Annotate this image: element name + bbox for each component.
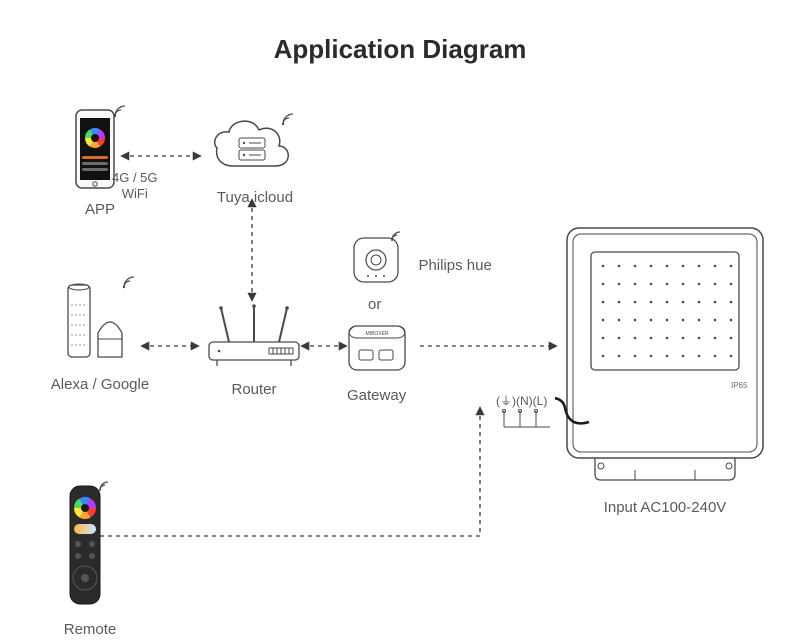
gateway-icon: MIBOXER — [345, 320, 413, 381]
floodlight-icon: IP65 — [555, 218, 775, 493]
label-remote: Remote — [45, 621, 135, 638]
label-light: Input AC100-240V — [555, 499, 775, 516]
hue-bridge-icon — [348, 230, 408, 295]
label-app: APP — [65, 201, 135, 218]
label-gateway: Gateway — [347, 387, 406, 404]
speaker-icon — [50, 275, 150, 370]
remote-icon — [62, 480, 118, 615]
node-gateway: MIBOXER Gateway — [345, 320, 465, 404]
label-alexa: Alexa / Google — [30, 376, 170, 393]
label-router: Router — [194, 381, 314, 398]
svg-text:MIBOXER: MIBOXER — [365, 331, 388, 337]
terminals-label: (⏚)(N)(L) — [496, 392, 556, 439]
node-router: Router — [194, 300, 314, 398]
node-light: IP65 Input AC100-240V — [555, 218, 775, 516]
cloud-icon — [209, 110, 301, 183]
label-cloud: Tuya icloud — [200, 189, 310, 206]
node-remote: Remote — [45, 480, 135, 638]
label-hue: Philips hue — [418, 257, 491, 274]
page-title: Application Diagram — [0, 34, 800, 65]
node-hue: Philips hue — [348, 230, 518, 295]
node-cloud: Tuya icloud — [200, 110, 310, 206]
router-icon — [199, 300, 309, 375]
label-or: or — [368, 296, 381, 313]
node-alexa: Alexa / Google — [30, 275, 170, 393]
svg-text:IP65: IP65 — [731, 381, 748, 390]
label-4g5g: 4G / 5G WiFi — [112, 170, 158, 203]
